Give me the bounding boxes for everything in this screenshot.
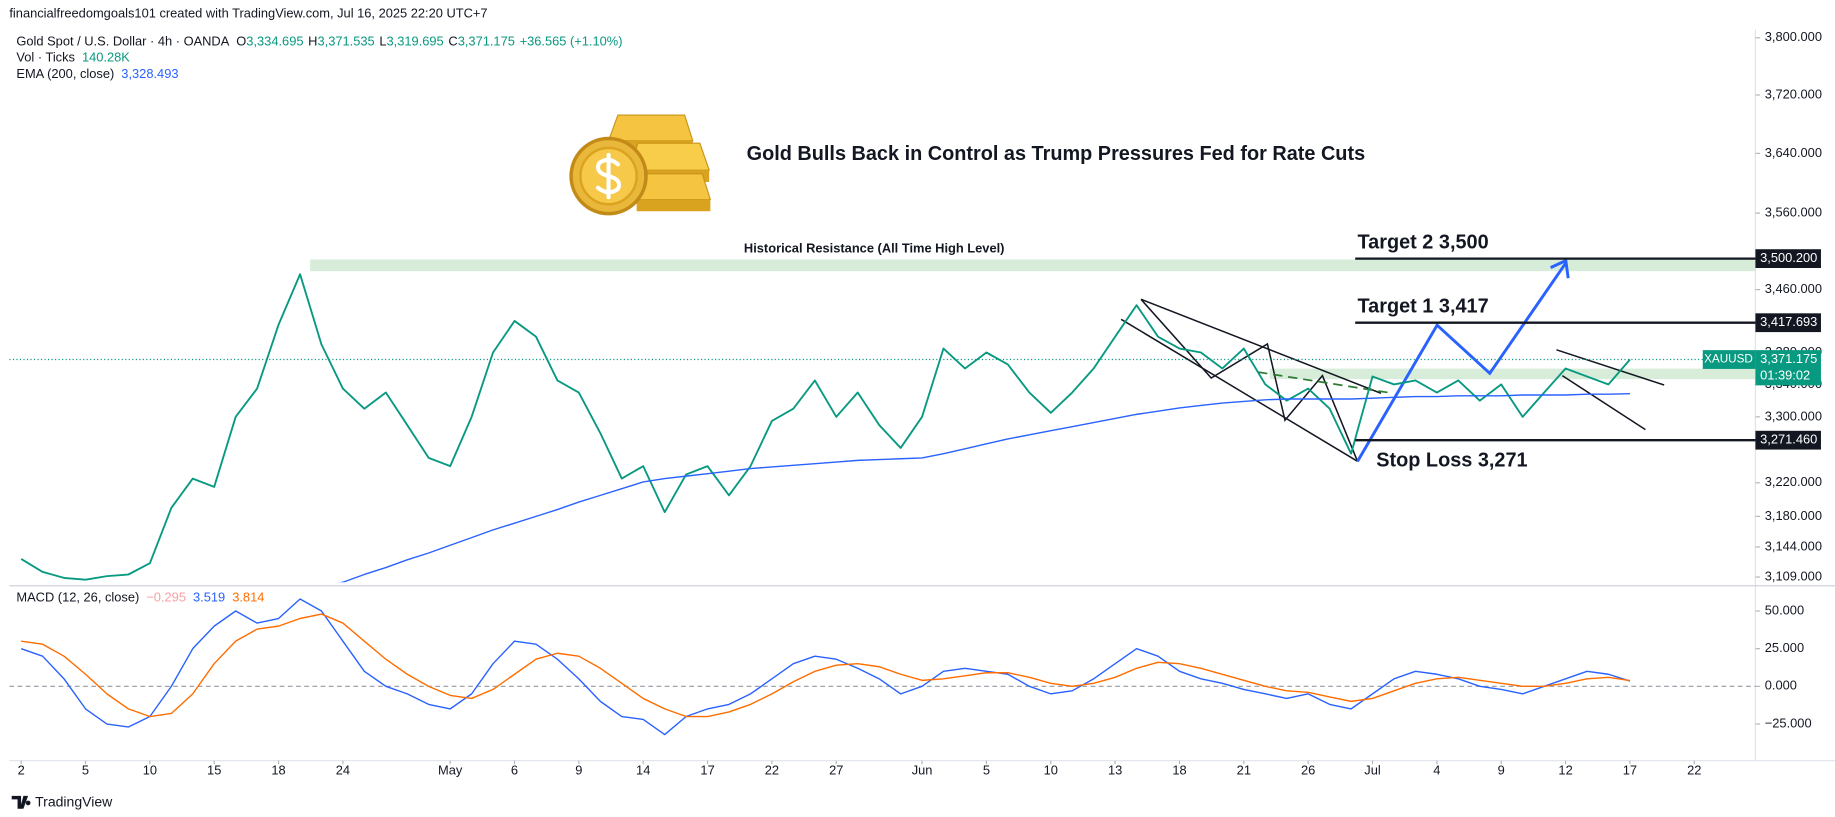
x-tick-label: 5: [983, 763, 990, 778]
y-tick-label: 3,800.000: [1765, 29, 1822, 44]
level-label: 3,500.200: [1760, 250, 1817, 265]
ohlc-value: 3,371.535: [317, 34, 374, 49]
x-tick-label: 15: [207, 763, 221, 778]
x-tick-label: May: [438, 763, 463, 778]
change-value: +36.565 (+1.10%): [520, 34, 623, 49]
y-tick-label: 50.000: [1765, 602, 1804, 617]
symbol-badge: [1702, 350, 1756, 369]
level-box: [1755, 430, 1821, 450]
y-tick-label: 3,300.000: [1765, 408, 1822, 423]
footer-brand: TradingView: [35, 794, 113, 810]
y-tick-label: 3,460.000: [1765, 281, 1822, 296]
line-series: [20, 598, 1631, 736]
ohlc-value: 3,371.175: [458, 34, 515, 49]
level-label: 3,417.693: [1760, 314, 1817, 329]
volume-value: 140.28K: [82, 50, 130, 65]
ohlc-value: 3,334.695: [246, 34, 303, 49]
ohlc-letter: L: [379, 34, 386, 49]
line-series: [20, 273, 1631, 581]
ohlc-letter: H: [308, 34, 317, 49]
x-tick-label: 10: [1044, 763, 1058, 778]
last-price-label: 3,371.175: [1760, 351, 1817, 366]
y-tick-label: 3,180.000: [1765, 508, 1822, 523]
symbol-label: XAUUSD: [1704, 353, 1753, 366]
x-tick-label: 14: [636, 763, 650, 778]
gold-icon: [569, 114, 712, 216]
resistance-band: [310, 259, 1756, 272]
x-tick-label: 27: [829, 763, 843, 778]
y-tick-label: −25.000: [1765, 715, 1812, 730]
line-series: [339, 393, 1630, 583]
x-tick-label: 17: [700, 763, 714, 778]
macd-legend-value: 3.814: [232, 590, 264, 605]
pattern-drawings: [1120, 298, 1665, 462]
y-tick-label: 3,720.000: [1765, 86, 1822, 101]
resistance-label: Historical Resistance (All Time High Lev…: [744, 240, 1005, 255]
x-tick-label: 24: [336, 763, 350, 778]
x-tick-label: 2: [18, 763, 25, 778]
chart-title: Gold Bulls Back in Control as Trump Pres…: [747, 143, 1365, 165]
ema-name: EMA (200, close): [16, 67, 114, 82]
ohlc-letter: C: [448, 34, 457, 49]
y-tick-label: 3,220.000: [1765, 474, 1822, 489]
x-tick-label: 9: [1498, 763, 1505, 778]
level-annotation: Stop Loss 3,271: [1376, 450, 1527, 472]
x-tick-label: 5: [82, 763, 89, 778]
x-tick-label: 6: [511, 763, 518, 778]
countdown-label: 01:39:02: [1760, 367, 1810, 382]
volume-legend: Vol · Ticks 140.28K: [16, 50, 130, 65]
macd-legend: MACD (12, 26, close) −0.295 3.519 3.814: [16, 590, 264, 605]
x-tick-label: 26: [1301, 763, 1315, 778]
macd-pane: [9, 598, 1756, 736]
x-tick-label: 10: [143, 763, 157, 778]
ohlc-value: 3,319.695: [387, 34, 444, 49]
line-series: [21, 613, 1631, 718]
level-annotation: Target 2 3,500: [1358, 232, 1489, 254]
y-tick-label: 3,144.000: [1765, 538, 1822, 553]
level-box: [1755, 249, 1821, 269]
y-tick-label: 3,640.000: [1765, 145, 1822, 160]
y-tick-label: 0.000: [1765, 678, 1797, 693]
footer-logo: [11, 795, 31, 809]
x-tick-label: 22: [1687, 763, 1701, 778]
x-tick-label: 22: [765, 763, 779, 778]
x-tick-label: 21: [1237, 763, 1251, 778]
x-tick-label: 9: [575, 763, 582, 778]
y-tick-label: 25.000: [1765, 640, 1804, 655]
support-band: [1269, 368, 1756, 380]
x-tick-label: 4: [1433, 763, 1440, 778]
symbol-name: Gold Spot / U.S. Dollar · 4h · OANDA: [16, 34, 229, 49]
ohlc-letter: O: [236, 34, 246, 49]
x-tick-label: 13: [1108, 763, 1122, 778]
x-tick-label: 18: [1172, 763, 1186, 778]
y-tick-label: 3,109.000: [1765, 568, 1822, 583]
volume-name: Vol · Ticks: [16, 50, 75, 65]
x-tick-label: 18: [271, 763, 285, 778]
projection-path: [1356, 258, 1570, 463]
breakout-line: [1257, 371, 1393, 395]
y-tick-label: 3,560.000: [1765, 204, 1822, 219]
attribution: financialfreedomgoals101 created with Tr…: [9, 5, 487, 20]
x-tick-label: 17: [1623, 763, 1637, 778]
histogram-value: −0.295: [146, 590, 186, 605]
macd-legend-value: 3.519: [193, 590, 225, 605]
level-box: [1755, 313, 1821, 333]
price-legend: Gold Spot / U.S. Dollar · 4h · OANDA O3,3…: [16, 34, 622, 49]
price-pane: [20, 273, 1631, 583]
x-tick-label: Jun: [912, 763, 933, 778]
ema-value: 3,328.493: [121, 67, 178, 82]
last-price-box: [1755, 350, 1821, 386]
macd-name: MACD (12, 26, close): [16, 590, 139, 605]
x-tick-label: Jul: [1364, 763, 1380, 778]
ema-legend: EMA (200, close) 3,328.493: [16, 67, 178, 82]
x-tick-label: 12: [1558, 763, 1572, 778]
level-label: 3,271.460: [1760, 432, 1817, 447]
level-annotation: Target 1 3,417: [1358, 296, 1489, 318]
